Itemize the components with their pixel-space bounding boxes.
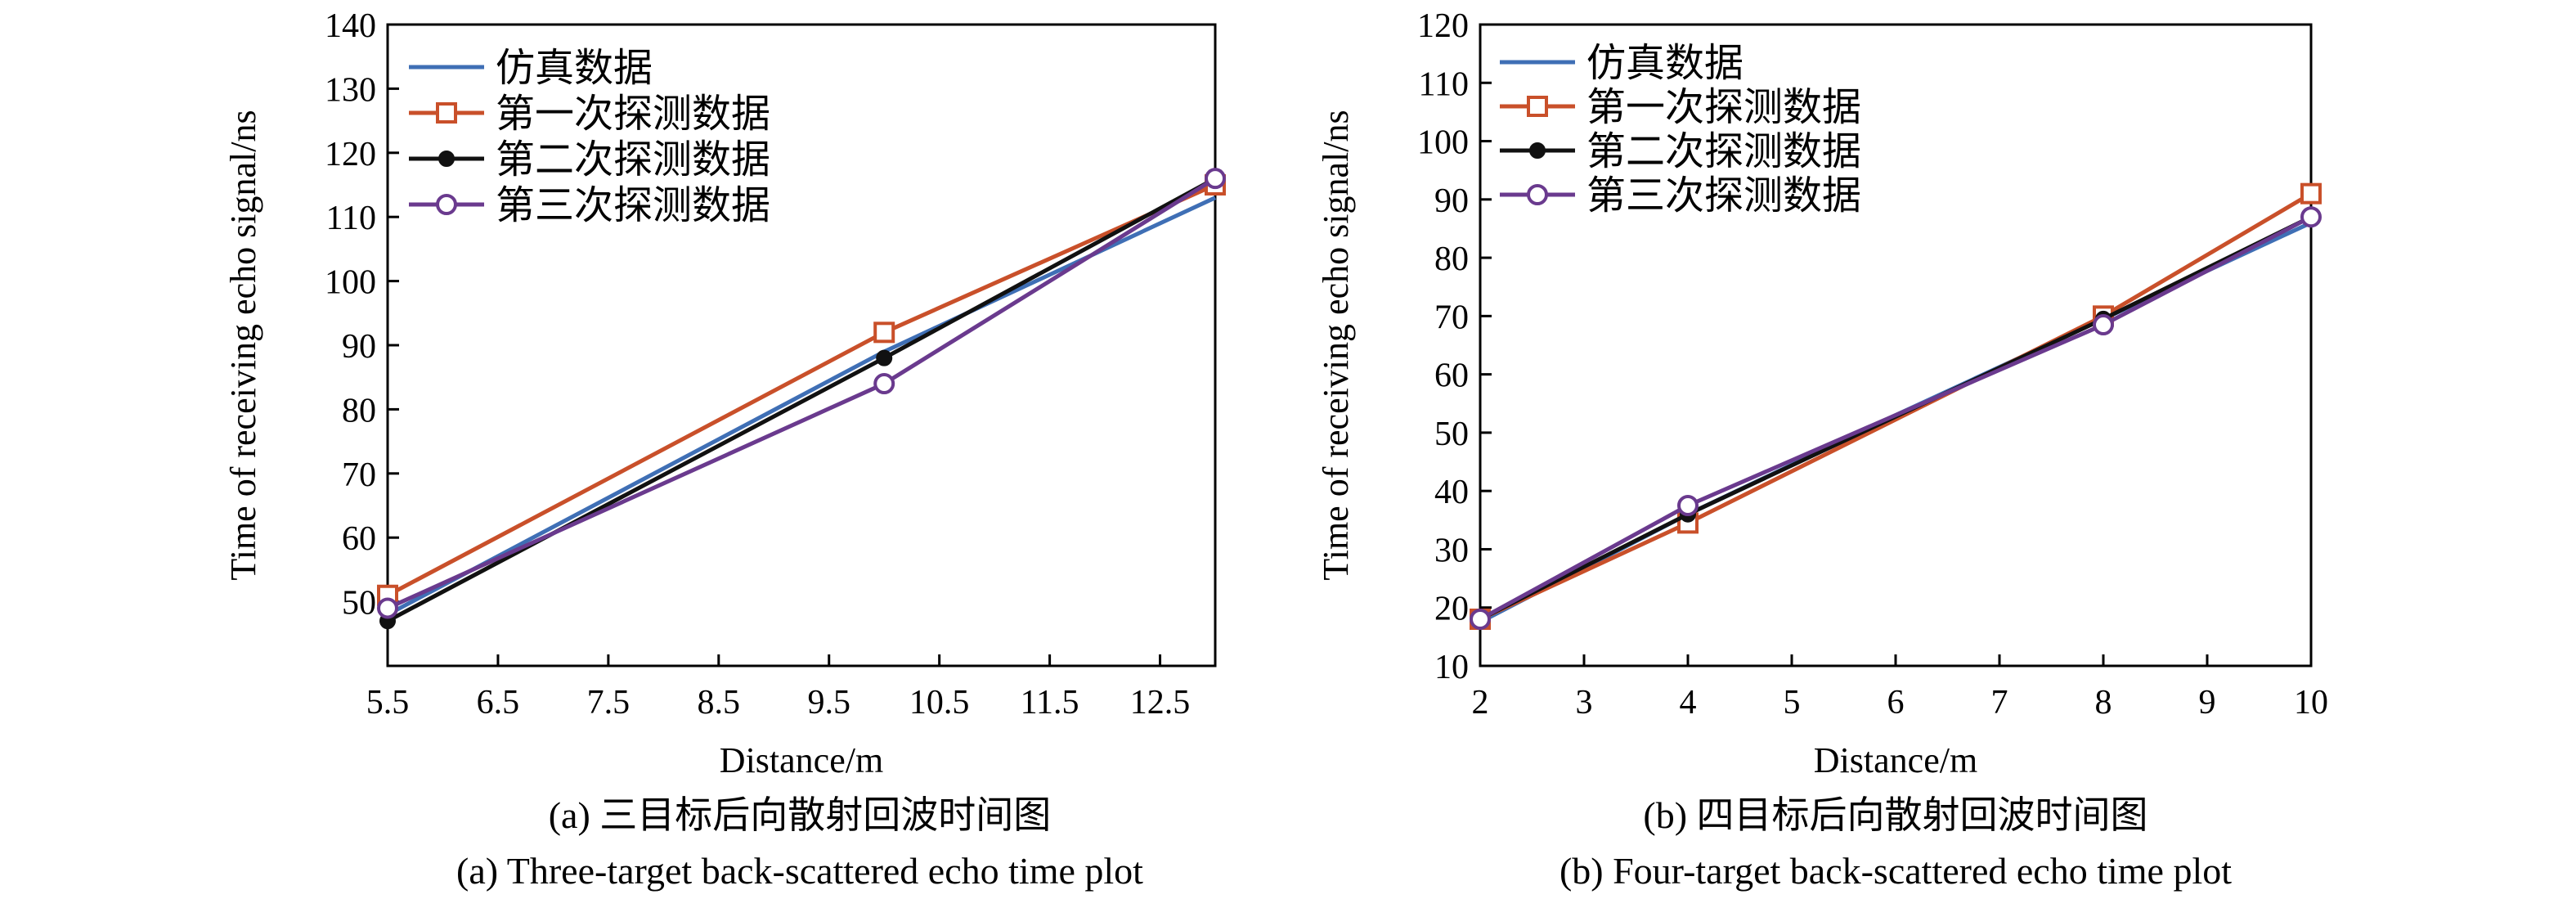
y-tick-label: 110 <box>326 200 376 237</box>
data-point <box>1677 495 1699 516</box>
data-point <box>1205 168 1226 190</box>
series-4 <box>1470 206 2322 630</box>
caption-b-en: (b) Four-target back-scattered echo time… <box>1560 850 2232 892</box>
chart-panel-b: 2 3 4 5 6 7 8 9 10 10 20 30 40 50 60 70 80 90 100 110 120 Dis… <box>1316 7 2328 780</box>
y-tick-label: 70 <box>342 456 376 494</box>
legend-item: 第三次探测数据 <box>1500 174 1861 218</box>
legend-marker <box>436 102 457 124</box>
y-tick-label: 10 <box>1434 649 1469 686</box>
y-tick-label: 40 <box>1434 474 1469 511</box>
y-tick-label: 100 <box>1417 124 1469 162</box>
data-point <box>2300 182 2322 205</box>
legend-label: 第一次探测数据 <box>1586 86 1861 129</box>
y-tick-label: 60 <box>1434 357 1469 395</box>
legend-marker <box>1527 96 1548 117</box>
y-tick-label: 80 <box>342 392 376 429</box>
x-tick-label: 5 <box>1784 684 1801 721</box>
legend-label: 第二次探测数据 <box>1586 130 1861 173</box>
series-line <box>1479 214 2313 622</box>
y-tick-label: 100 <box>325 264 376 302</box>
x-tick-label: 9 <box>2199 684 2216 721</box>
data-point <box>873 321 895 344</box>
x-tick-label: 10 <box>2294 684 2328 721</box>
series-line <box>386 176 1217 623</box>
legend-label: 仿真数据 <box>1586 42 1744 85</box>
y-tick-label: 90 <box>342 328 376 366</box>
series-line <box>1479 191 2313 622</box>
data-point <box>1470 608 1491 630</box>
x-tick-label: 6.5 <box>477 684 520 721</box>
y-tick-label: 110 <box>1419 65 1469 103</box>
y-tick-label: 120 <box>325 136 376 173</box>
x-tick-label: 2 <box>1472 684 1489 721</box>
y-tick-label: 80 <box>1434 240 1469 278</box>
y-axis-title: Time of receiving echo signal/ns <box>1316 110 1356 580</box>
y-tick-label: 90 <box>1434 182 1469 220</box>
legend-marker <box>436 194 457 215</box>
x-tick-label: 8.5 <box>698 684 741 721</box>
legend-item: 第三次探测数据 <box>409 184 770 227</box>
caption-a-en: (a) Three-target back-scattered echo tim… <box>456 850 1143 892</box>
legend-marker <box>438 151 455 167</box>
data-point <box>2093 314 2114 336</box>
y-tick-label: 70 <box>1434 299 1469 336</box>
x-axis-title: Distance/m <box>720 740 883 780</box>
legend-item: 仿真数据 <box>1500 42 1744 85</box>
legend-item: 第一次探测数据 <box>409 92 770 136</box>
chart-panel-a: 5.5 6.5 7.5 8.5 9.5 10.5 11.5 12.5 50 60 70 80 90 100… <box>223 7 1226 780</box>
caption-b-cn: (b) 四目标后向散射回波时间图 <box>1643 794 2147 836</box>
legend-label: 第三次探测数据 <box>496 184 770 227</box>
data-point <box>377 597 398 619</box>
x-tick-label: 5.5 <box>366 684 410 721</box>
legend-label: 第三次探测数据 <box>1586 174 1861 218</box>
y-tick-label: 30 <box>1434 532 1469 569</box>
y-tick-label: 20 <box>1434 591 1469 628</box>
x-tick-label: 11.5 <box>1021 684 1079 721</box>
y-axis-title: Time of receiving echo signal/ns <box>223 110 263 580</box>
data-point <box>2300 206 2322 228</box>
x-tick-label: 12.5 <box>1130 684 1191 721</box>
legend-item: 第一次探测数据 <box>1500 86 1861 129</box>
legend-marker <box>1527 184 1548 205</box>
x-axis-title: Distance/m <box>1814 740 1977 780</box>
y-tick-label: 140 <box>325 7 376 45</box>
y-tick-label: 50 <box>1434 416 1469 453</box>
x-tick-label: 7 <box>1991 684 2008 721</box>
series-4 <box>377 168 1226 619</box>
legend-label: 第一次探测数据 <box>496 92 770 136</box>
x-tick-label: 4 <box>1680 684 1697 721</box>
y-tick-label: 50 <box>342 585 376 623</box>
x-tick-label: 7.5 <box>587 684 631 721</box>
data-point <box>876 349 893 366</box>
x-tick-label: 10.5 <box>909 684 970 721</box>
x-tick-label: 6 <box>1887 684 1905 721</box>
data-point <box>873 373 895 395</box>
y-tick-label: 120 <box>1417 7 1469 45</box>
legend-item: 仿真数据 <box>409 47 653 90</box>
y-tick-label: 130 <box>325 71 376 109</box>
y-tick-label: 60 <box>342 520 376 558</box>
legend-item: 第二次探测数据 <box>409 138 770 182</box>
x-tick-label: 9.5 <box>807 684 850 721</box>
x-tick-label: 8 <box>2095 684 2112 721</box>
x-tick-label: 3 <box>1576 684 1593 721</box>
legend-item: 第二次探测数据 <box>1500 130 1861 173</box>
legend-label: 第二次探测数据 <box>496 138 770 182</box>
caption-a-cn: (a) 三目标后向散射回波时间图 <box>549 794 1052 836</box>
legend-marker <box>1529 142 1546 159</box>
legend-label: 仿真数据 <box>496 47 653 90</box>
